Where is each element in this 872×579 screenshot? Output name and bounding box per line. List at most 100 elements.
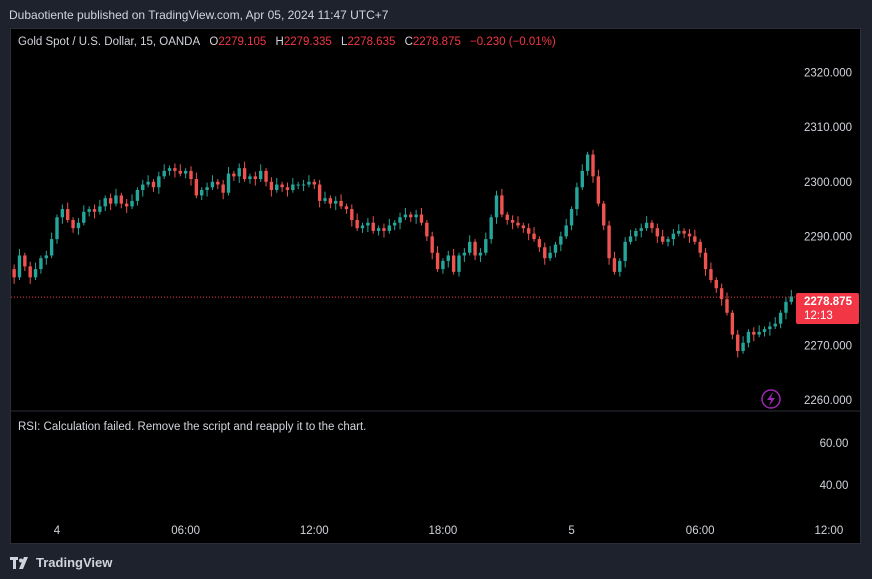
candle-body bbox=[596, 176, 601, 204]
candle-body bbox=[323, 198, 327, 201]
candle-body bbox=[296, 184, 300, 186]
candle-body bbox=[741, 342, 745, 351]
tradingview-logo[interactable]: TradingView bbox=[10, 555, 112, 570]
candle-body bbox=[703, 252, 708, 270]
candle-body bbox=[682, 230, 686, 234]
candle-body bbox=[253, 176, 258, 180]
candle-body bbox=[414, 214, 418, 218]
candle-body bbox=[425, 222, 429, 237]
candle-body bbox=[666, 239, 670, 242]
candle-body bbox=[451, 255, 456, 272]
candle-body bbox=[553, 244, 558, 253]
time-axis[interactable]: 4 06:00 12:00 18:00 5 06:00 12:00 bbox=[54, 525, 843, 537]
candle-body bbox=[49, 239, 54, 256]
candle-body bbox=[114, 195, 118, 204]
candle-body bbox=[409, 214, 413, 218]
last-price-label: 2278.875 bbox=[804, 296, 853, 308]
candle-body bbox=[671, 233, 676, 240]
candle-body bbox=[693, 236, 697, 242]
candle-body bbox=[124, 203, 129, 207]
candle-body bbox=[312, 181, 316, 185]
candle-body bbox=[709, 269, 713, 281]
candle-body bbox=[242, 168, 247, 180]
candle-body bbox=[328, 198, 333, 204]
chart-frame[interactable] bbox=[10, 28, 861, 544]
top-bar: Dubaotiente published on TradingView.com… bbox=[0, 0, 872, 28]
candle-body bbox=[591, 154, 595, 177]
candle-body bbox=[500, 195, 504, 215]
candle-body bbox=[537, 239, 542, 248]
candle-body bbox=[752, 331, 756, 335]
candle-body bbox=[189, 170, 193, 180]
lightning-icon[interactable] bbox=[761, 389, 781, 409]
candle-body bbox=[398, 217, 402, 223]
candle-body bbox=[119, 195, 124, 204]
candle-body bbox=[92, 209, 97, 212]
candles bbox=[12, 149, 794, 358]
close-key: C bbox=[404, 36, 413, 48]
candle-body bbox=[371, 222, 375, 231]
candle-body bbox=[784, 301, 788, 313]
candle-body bbox=[762, 329, 767, 332]
price-axis[interactable]: 2320.000 2310.000 2300.000 2290.000 2270.000… bbox=[804, 68, 852, 407]
candle-body bbox=[526, 228, 531, 234]
candle-body bbox=[366, 222, 370, 226]
candle-body bbox=[746, 331, 751, 343]
candle-body bbox=[489, 217, 493, 240]
candle-body bbox=[103, 198, 107, 207]
candle-body bbox=[55, 217, 59, 240]
candle-body bbox=[580, 170, 584, 188]
candle-body bbox=[789, 296, 794, 302]
candle-body bbox=[403, 214, 408, 218]
candle-body bbox=[628, 236, 633, 242]
candle-body bbox=[221, 184, 225, 193]
candle-body bbox=[108, 198, 113, 204]
close-value: 2278.875 bbox=[412, 36, 461, 48]
candle-body bbox=[360, 225, 365, 229]
candle-body bbox=[17, 255, 22, 278]
candle-body bbox=[183, 170, 188, 174]
candle-body bbox=[162, 170, 166, 177]
candle-body bbox=[210, 181, 215, 188]
change-value: −0.230 (−0.01%) bbox=[470, 36, 556, 48]
rsi-axis: 60.00 40.00 bbox=[820, 438, 849, 492]
candle-body bbox=[71, 220, 75, 229]
candle-body bbox=[157, 176, 161, 188]
candle-body bbox=[355, 220, 359, 229]
candle-body bbox=[677, 230, 681, 234]
price-tick-label: 2260.000 bbox=[804, 395, 852, 407]
candle-body bbox=[730, 312, 735, 335]
time-tick-label: 12:00 bbox=[814, 525, 843, 537]
candle-body bbox=[216, 181, 220, 185]
candle-body bbox=[736, 334, 740, 351]
candle-body bbox=[698, 241, 702, 253]
low-key: L bbox=[340, 36, 348, 48]
candle-body bbox=[612, 258, 617, 272]
candle-body bbox=[226, 173, 231, 193]
candle-body bbox=[478, 252, 483, 256]
candle-body bbox=[12, 269, 16, 278]
candle-body bbox=[543, 247, 547, 259]
candle-body bbox=[660, 236, 665, 242]
candle-body bbox=[532, 233, 536, 240]
candle-body bbox=[44, 255, 48, 259]
candle-body bbox=[564, 225, 568, 237]
time-tick-label: 5 bbox=[568, 525, 574, 537]
candle-body bbox=[575, 187, 579, 210]
candle-body bbox=[559, 236, 563, 245]
candle-body bbox=[205, 187, 209, 190]
candle-body bbox=[376, 228, 381, 231]
candle-body bbox=[644, 222, 649, 229]
time-tick-label: 06:00 bbox=[171, 525, 200, 537]
candle-body bbox=[778, 312, 783, 324]
candle-body bbox=[248, 176, 252, 180]
candle-body bbox=[66, 209, 70, 220]
candle-body bbox=[275, 184, 279, 190]
candle-body bbox=[618, 260, 622, 272]
last-price-tag: 2278.875 12:13 bbox=[796, 293, 859, 324]
symbol-name[interactable]: Gold Spot / U.S. Dollar, 15, OANDA bbox=[18, 36, 201, 48]
rsi-tick-label: 40.00 bbox=[820, 480, 849, 492]
candle-body bbox=[60, 209, 65, 218]
candle-body bbox=[98, 206, 102, 212]
